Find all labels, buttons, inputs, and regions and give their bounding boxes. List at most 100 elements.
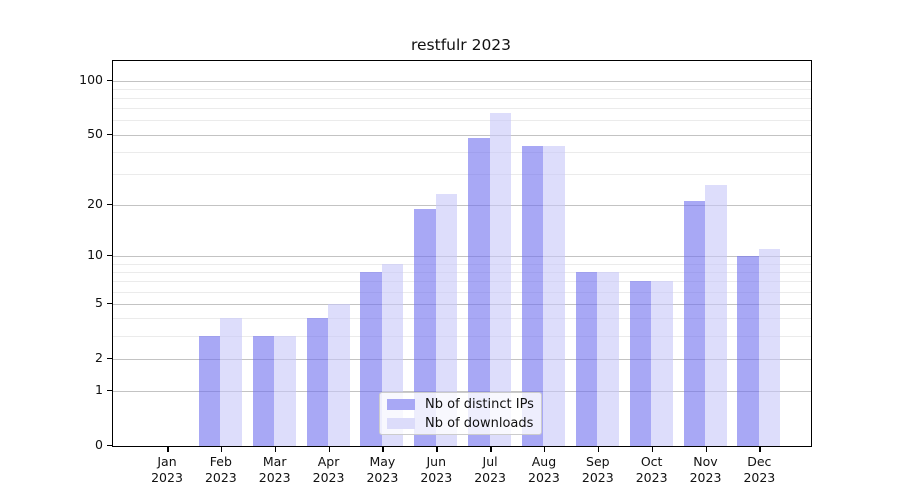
x-tick-year: 2023	[420, 469, 453, 485]
y-axis-tick	[107, 444, 112, 447]
x-tick-month: Jun	[426, 454, 447, 469]
bar-downloads	[651, 281, 673, 446]
x-tick-month: Sep	[586, 454, 610, 469]
x-tick-year: 2023	[528, 469, 560, 485]
gridline-minor	[113, 97, 811, 99]
bar-distinct-ips	[414, 208, 436, 446]
y-tick-label: 50	[87, 125, 103, 141]
gridline-major	[113, 255, 811, 257]
legend-item-downloads: Nb of downloads	[380, 414, 541, 432]
bar-downloads	[274, 336, 296, 446]
bar-distinct-ips	[575, 271, 598, 446]
legend-label-downloads: Nb of downloads	[425, 415, 534, 431]
legend-swatch-distinct-ips	[387, 398, 415, 410]
bar-distinct-ips	[306, 318, 329, 446]
x-tick-month: May	[369, 454, 396, 469]
gridline-minor	[113, 173, 811, 175]
bar-distinct-ips	[252, 336, 275, 446]
x-axis-tick	[490, 446, 492, 452]
gridline-major	[113, 134, 811, 136]
x-axis-tick	[220, 446, 223, 452]
y-axis-tick	[107, 254, 112, 257]
legend-label-distinct-ips: Nb of distinct IPs	[425, 396, 534, 412]
x-tick-label: Jul 2023	[445, 454, 535, 485]
gridline-minor	[113, 88, 811, 90]
x-tick-label: Mar 2023	[230, 454, 320, 485]
gridline-major	[113, 204, 811, 206]
gridline-minor	[113, 336, 811, 337]
y-axis-tick	[107, 357, 112, 360]
gridline-minor	[113, 271, 811, 273]
gridline-minor	[113, 151, 811, 153]
bar-distinct-ips	[737, 255, 759, 446]
y-axis-tick	[107, 133, 112, 136]
x-tick-label: Jun 2023	[391, 454, 481, 485]
y-axis-tick	[107, 389, 112, 392]
y-tick-label: 5	[95, 294, 103, 310]
x-tick-month: Apr	[317, 454, 340, 469]
x-tick-label: Oct 2023	[607, 454, 697, 485]
gridline-major	[113, 358, 811, 360]
x-tick-year: 2023	[635, 469, 668, 485]
bar-downloads	[758, 249, 781, 446]
bar-downloads	[435, 194, 458, 446]
x-axis-tick	[436, 446, 438, 452]
legend-item-distinct-ips: Nb of distinct IPs	[380, 395, 541, 413]
gridline-minor	[113, 263, 811, 265]
x-tick-label: Nov 2023	[661, 454, 751, 485]
x-tick-year: 2023	[366, 469, 399, 485]
x-tick-year: 2023	[258, 469, 291, 485]
gridline-minor	[113, 318, 811, 320]
gridline-minor	[113, 291, 811, 293]
x-tick-year: 2023	[474, 469, 506, 485]
x-axis-tick	[705, 446, 707, 452]
bar-distinct-ips	[683, 201, 705, 446]
x-tick-year: 2023	[204, 469, 237, 485]
gridline-major	[113, 80, 811, 82]
x-tick-month: Oct	[640, 454, 663, 469]
bar-downloads	[220, 318, 242, 446]
gridline-minor	[113, 281, 811, 283]
x-tick-month: Aug	[531, 454, 557, 469]
x-tick-month: Nov	[693, 454, 718, 469]
gridline-major	[113, 303, 811, 305]
x-tick-year: 2023	[312, 469, 345, 485]
gridline-minor	[113, 120, 811, 122]
bar-distinct-ips	[198, 336, 221, 446]
x-tick-label: May 2023	[337, 454, 427, 485]
bar-distinct-ips	[521, 146, 544, 446]
x-tick-year: 2023	[581, 469, 614, 485]
x-tick-label: Jan 2023	[122, 454, 212, 485]
x-tick-year: 2023	[151, 469, 183, 485]
legend-swatch-downloads	[387, 417, 415, 429]
x-tick-month: Mar	[262, 454, 287, 469]
bar-downloads	[489, 113, 512, 446]
bar-downloads	[705, 184, 727, 446]
x-tick-month: Jul	[482, 454, 498, 469]
bar-distinct-ips	[629, 281, 652, 446]
y-tick-label: 0	[95, 436, 103, 452]
y-tick-label: 1	[95, 381, 103, 397]
x-tick-label: Dec 2023	[714, 454, 804, 485]
gridline-major	[113, 390, 811, 392]
bar-downloads	[328, 303, 350, 446]
bar-distinct-ips	[468, 137, 490, 446]
x-axis-tick	[274, 446, 277, 452]
y-tick-label: 10	[87, 246, 103, 262]
x-tick-year: 2023	[743, 469, 776, 485]
plot-area: Nb of distinct IPs Nb of downloads	[112, 60, 812, 447]
x-tick-label: Sep 2023	[553, 454, 643, 485]
x-axis-tick	[543, 446, 546, 452]
y-tick-label: 100	[79, 71, 103, 87]
y-axis-tick	[107, 203, 112, 206]
x-axis-tick	[167, 446, 169, 452]
x-tick-label: Feb 2023	[176, 454, 266, 485]
x-axis-tick	[651, 446, 654, 452]
x-axis-tick	[759, 446, 761, 452]
y-tick-label: 2	[95, 349, 103, 365]
bar-downloads	[597, 271, 619, 446]
legend: Nb of distinct IPs Nb of downloads	[379, 392, 542, 435]
y-axis-tick	[107, 302, 112, 305]
x-tick-label: Apr 2023	[284, 454, 374, 485]
